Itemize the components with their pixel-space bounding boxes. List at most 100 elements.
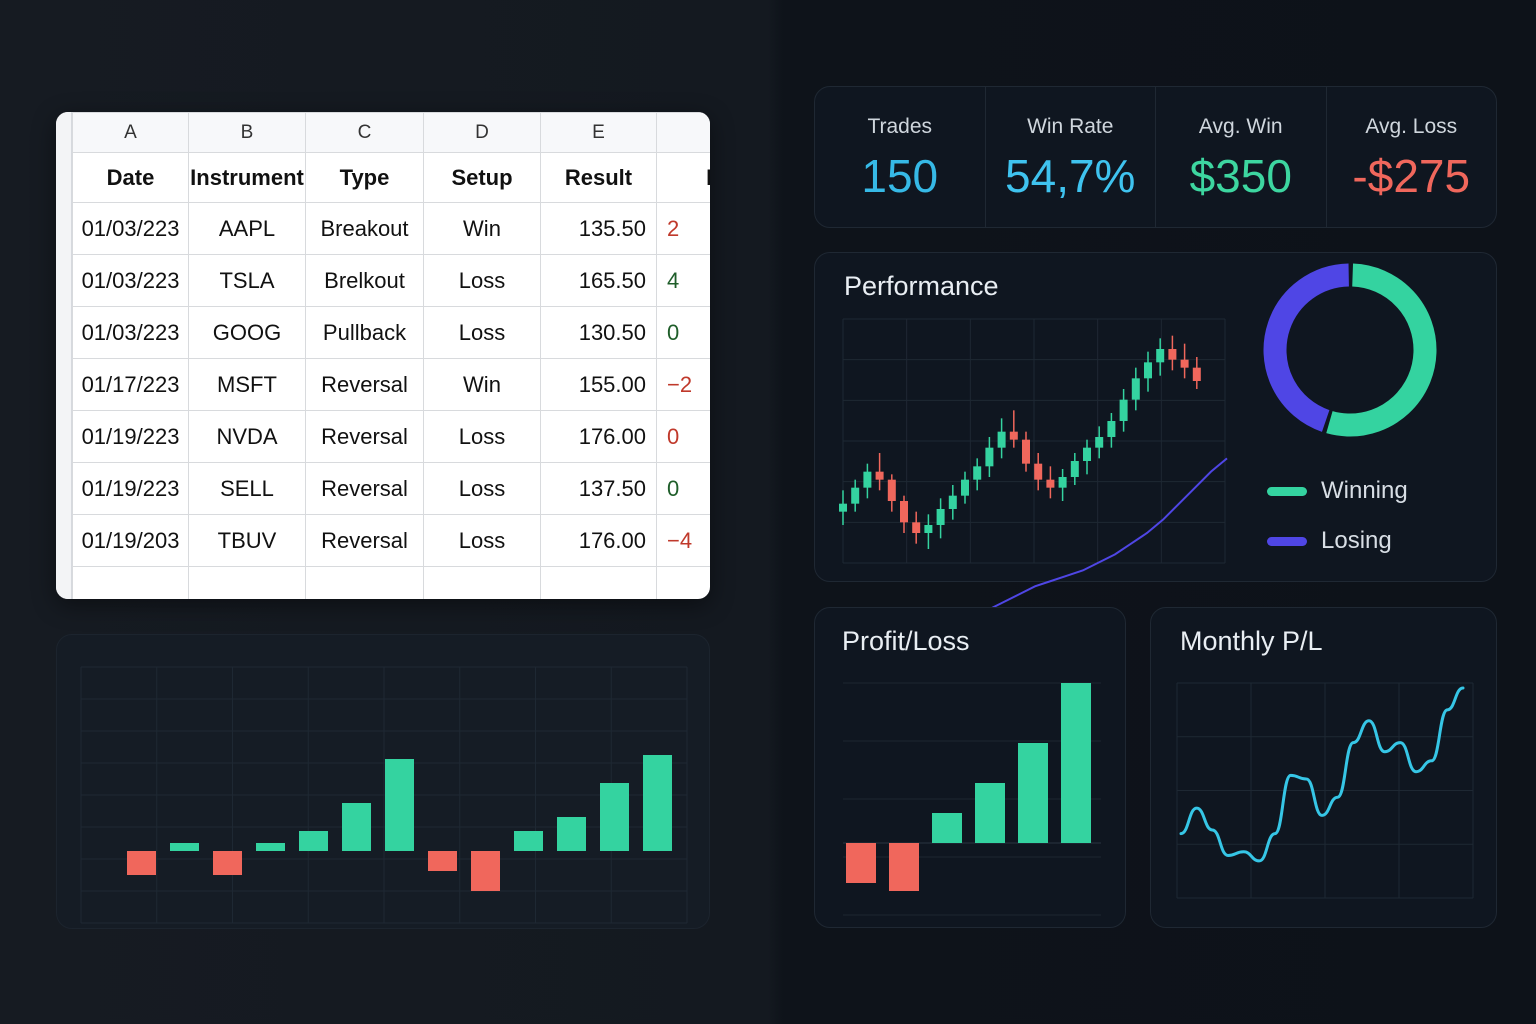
cell-type[interactable]: Brelkout bbox=[305, 254, 424, 307]
stat-label: Avg. Win bbox=[1198, 115, 1283, 138]
stats-panel: Trades 150 Win Rate 54,7% Avg. Win $350 … bbox=[814, 86, 1497, 228]
cell-setup[interactable]: Loss bbox=[423, 462, 541, 515]
bar bbox=[975, 783, 1005, 843]
candle-body bbox=[1119, 399, 1128, 421]
column-header[interactable]: Setup bbox=[423, 152, 541, 203]
bar bbox=[213, 851, 242, 875]
cell-result[interactable]: 165.50 bbox=[540, 254, 657, 307]
cell-instrument[interactable]: MSFT bbox=[188, 358, 306, 411]
candle-body bbox=[973, 466, 982, 480]
bar bbox=[385, 759, 414, 851]
cell-pl[interactable]: 2 bbox=[656, 202, 710, 255]
cell-pl[interactable]: 4 bbox=[656, 254, 710, 307]
legend-label: Winning bbox=[1321, 477, 1408, 504]
cell-type[interactable]: Reversal bbox=[305, 410, 424, 463]
cell-date[interactable]: 01/19/223 bbox=[72, 410, 189, 463]
bar bbox=[127, 851, 156, 875]
cell-type[interactable]: Reversal bbox=[305, 462, 424, 515]
candle-body bbox=[863, 471, 872, 488]
cell-result[interactable]: 137.50 bbox=[540, 462, 657, 515]
column-letter-3[interactable]: D bbox=[423, 112, 541, 153]
candle-body bbox=[839, 503, 847, 512]
empty-cell[interactable] bbox=[188, 566, 306, 599]
cell-result[interactable]: 176.00 bbox=[540, 514, 657, 567]
performance-panel: Performance Winning Losing bbox=[814, 252, 1497, 625]
cell-date[interactable]: 01/19/203 bbox=[72, 514, 189, 567]
cell-pl[interactable]: 0 bbox=[656, 410, 710, 463]
cell-pl[interactable]: −2 bbox=[656, 358, 710, 411]
empty-cell[interactable] bbox=[305, 566, 424, 599]
stat-label: Win Rate bbox=[1027, 115, 1114, 138]
monthly-pl-panel: Monthly P/L bbox=[1150, 607, 1497, 928]
column-letter-0[interactable]: A bbox=[72, 112, 189, 153]
cell-type[interactable]: Reversal bbox=[305, 514, 424, 567]
empty-cell[interactable] bbox=[72, 566, 189, 599]
candle-body bbox=[1156, 349, 1165, 363]
cell-setup[interactable]: Loss bbox=[423, 306, 541, 359]
column-letter-5[interactable] bbox=[656, 112, 710, 153]
bar bbox=[600, 783, 629, 851]
cell-setup[interactable]: Loss bbox=[423, 410, 541, 463]
empty-cell[interactable] bbox=[540, 566, 657, 599]
legend-swatch-losing bbox=[1267, 536, 1307, 546]
cell-result[interactable]: 135.50 bbox=[540, 202, 657, 255]
column-letter-1[interactable]: B bbox=[188, 112, 306, 153]
column-header[interactable]: Result bbox=[540, 152, 657, 203]
column-header[interactable]: Date bbox=[72, 152, 189, 203]
cell-result[interactable]: 130.50 bbox=[540, 306, 657, 359]
legend-swatch-winning bbox=[1267, 486, 1307, 496]
cell-date[interactable]: 01/03/223 bbox=[72, 254, 189, 307]
stat-avg-win: Avg. Win $350 bbox=[1156, 87, 1327, 227]
bar bbox=[1061, 683, 1091, 843]
column-letter-2[interactable]: C bbox=[305, 112, 424, 153]
bar bbox=[889, 843, 919, 891]
cell-date[interactable]: 01/03/223 bbox=[72, 202, 189, 255]
column-header[interactable]: Pro bbox=[656, 152, 710, 203]
cell-instrument[interactable]: GOOG bbox=[188, 306, 306, 359]
cell-result[interactable]: 176.00 bbox=[540, 410, 657, 463]
header-row: DateInstrumentTypeSetupResultPro bbox=[72, 152, 710, 203]
cell-instrument[interactable]: TSLA bbox=[188, 254, 306, 307]
cell-instrument[interactable]: TBUV bbox=[188, 514, 306, 567]
column-header[interactable]: Type bbox=[305, 152, 424, 203]
stat-value: -$275 bbox=[1352, 150, 1471, 202]
cell-type[interactable]: Pullback bbox=[305, 306, 424, 359]
candle-body bbox=[1070, 461, 1079, 477]
cell-pl[interactable]: 0 bbox=[656, 462, 710, 515]
candle-body bbox=[985, 447, 994, 467]
candle-body bbox=[924, 525, 933, 533]
candle-body bbox=[1095, 437, 1104, 448]
candle-body bbox=[1131, 378, 1140, 400]
row-header-gutter bbox=[56, 112, 72, 599]
column-header[interactable]: Instrument bbox=[188, 152, 306, 203]
bar bbox=[932, 813, 962, 843]
candle-body bbox=[1107, 421, 1116, 437]
cell-date[interactable]: 01/19/223 bbox=[72, 462, 189, 515]
cell-date[interactable]: 01/17/223 bbox=[72, 358, 189, 411]
cell-type[interactable]: Reversal bbox=[305, 358, 424, 411]
cell-pl[interactable]: 0 bbox=[656, 306, 710, 359]
cell-instrument[interactable]: AAPL bbox=[188, 202, 306, 255]
cell-instrument[interactable]: NVDA bbox=[188, 410, 306, 463]
candle-body bbox=[1083, 447, 1091, 461]
cell-date[interactable]: 01/03/223 bbox=[72, 306, 189, 359]
candle-body bbox=[1192, 367, 1201, 381]
cell-setup[interactable]: Win bbox=[423, 202, 541, 255]
cell-result[interactable]: 155.00 bbox=[540, 358, 657, 411]
empty-cell[interactable] bbox=[656, 566, 710, 599]
cell-setup[interactable]: Win bbox=[423, 358, 541, 411]
cell-setup[interactable]: Loss bbox=[423, 254, 541, 307]
bar bbox=[299, 831, 328, 851]
legend-losing: Losing bbox=[1267, 527, 1392, 555]
cell-instrument[interactable]: SELL bbox=[188, 462, 306, 515]
cell-setup[interactable]: Loss bbox=[423, 514, 541, 567]
candle-body bbox=[887, 479, 896, 501]
monthly-line bbox=[1179, 686, 1465, 863]
candle-body bbox=[1046, 479, 1055, 488]
stat-win-rate: Win Rate 54,7% bbox=[986, 87, 1156, 227]
empty-cell[interactable] bbox=[423, 566, 541, 599]
cell-type[interactable]: Breakout bbox=[305, 202, 424, 255]
cell-pl[interactable]: −4 bbox=[656, 514, 710, 567]
column-letter-4[interactable]: E bbox=[540, 112, 657, 153]
